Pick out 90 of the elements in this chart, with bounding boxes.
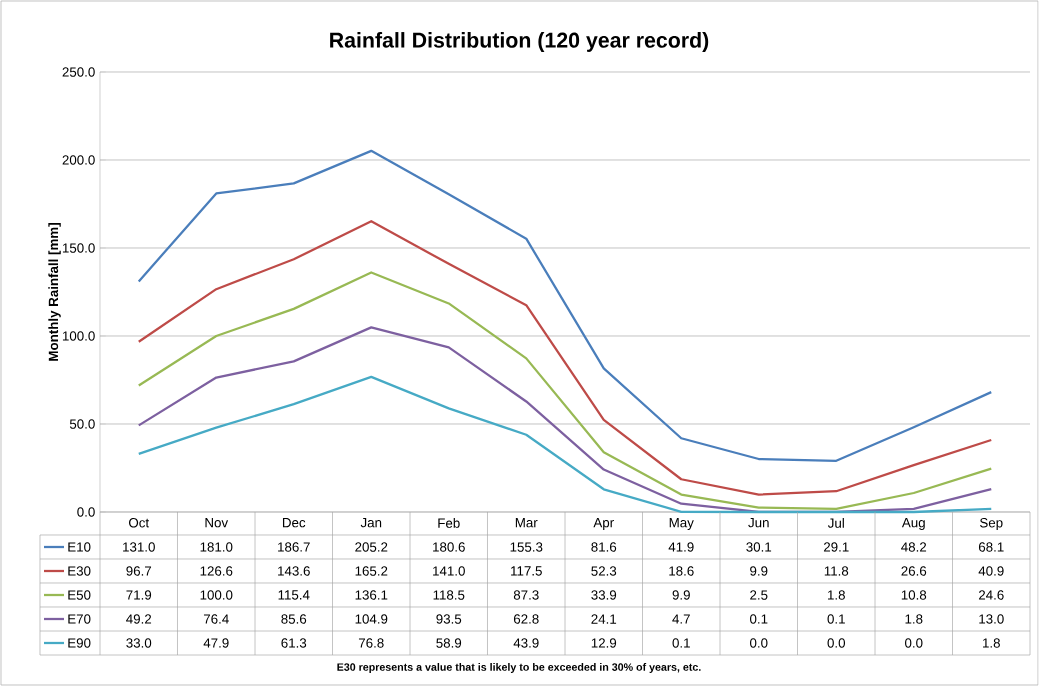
data-label: 61.3 — [281, 638, 307, 648]
data-label: 26.6 — [901, 566, 927, 576]
data-label: 96.7 — [126, 566, 152, 576]
data-label: 0.0 — [827, 638, 846, 648]
data-label: 43.9 — [513, 638, 539, 648]
data-label: 85.6 — [281, 614, 307, 624]
x-tick-label: Mar — [515, 518, 538, 528]
data-label: 30.1 — [746, 542, 772, 552]
y-tick-label: 200.0 — [62, 155, 95, 165]
data-label: 9.9 — [750, 566, 768, 576]
line-series — [137, 149, 993, 462]
data-label: 93.5 — [436, 614, 462, 624]
line-series — [137, 271, 993, 510]
data-label: 87.3 — [513, 590, 539, 600]
data-label: 29.1 — [823, 542, 849, 552]
x-tick-label: Dec — [282, 518, 306, 528]
y-tick-label: 100.0 — [62, 331, 95, 341]
data-label: 0.0 — [905, 638, 923, 648]
data-label: 0.1 — [750, 614, 768, 624]
x-tick-label: Feb — [438, 518, 460, 528]
x-tick-label: Jan — [360, 518, 382, 528]
line-series — [137, 220, 993, 496]
data-label: 0.1 — [672, 638, 690, 648]
x-tick-label: Nov — [205, 518, 229, 528]
data-label: 143.6 — [278, 566, 310, 576]
data-label: 13.0 — [979, 614, 1004, 624]
data-label: 4.7 — [672, 614, 690, 624]
data-label: 76.8 — [358, 638, 384, 648]
data-label: 104.9 — [355, 614, 388, 624]
data-label: 118.5 — [433, 590, 465, 600]
line-series — [137, 326, 993, 513]
legend-label: E10 — [68, 542, 91, 552]
data-label: 117.5 — [511, 566, 542, 576]
data-label: 81.6 — [591, 542, 617, 552]
data-label: 11.8 — [824, 566, 849, 576]
legend-label: E30 — [68, 566, 91, 576]
data-label: 9.9 — [672, 590, 690, 600]
data-label: 1.8 — [983, 638, 1000, 648]
data-label: 181.0 — [200, 542, 233, 552]
x-tick-label: Jun — [748, 518, 769, 528]
chart-title: Rainfall Distribution (120 year record) — [330, 32, 709, 52]
x-tick-label: Aug — [901, 518, 925, 530]
data-label: 0.1 — [827, 614, 845, 624]
x-tick-label: Jul — [827, 518, 844, 528]
x-tick-label: Oct — [129, 518, 150, 528]
data-label: 68.1 — [978, 542, 1004, 552]
x-tick-label: Sep — [980, 518, 1003, 531]
legend-label: E70 — [68, 614, 91, 624]
data-label: 1.8 — [828, 590, 845, 600]
data-label: 52.3 — [591, 566, 617, 576]
data-label: 71.9 — [126, 590, 152, 600]
data-label: 126.6 — [200, 566, 233, 576]
data-label: 115.4 — [278, 590, 310, 600]
data-label: 41.9 — [668, 542, 694, 552]
data-label: 205.2 — [355, 542, 388, 552]
data-label: 141.0 — [433, 566, 465, 576]
data-label: 155.3 — [510, 542, 543, 552]
data-label: 33.9 — [591, 590, 617, 600]
data-label: 40.9 — [978, 566, 1004, 576]
data-label: 131.0 — [123, 542, 155, 552]
data-label: 49.2 — [126, 614, 152, 624]
data-label: 47.9 — [203, 638, 229, 648]
x-tick-label: May — [669, 518, 694, 530]
legend-label: E50 — [68, 590, 91, 600]
data-label: 76.4 — [203, 614, 229, 624]
y-axis-title: Monthly Rainfall [mm] — [48, 223, 61, 361]
data-label: 165.2 — [355, 566, 388, 576]
data-label: 2.5 — [750, 590, 768, 600]
y-tick-label: 150.0 — [62, 243, 95, 253]
y-tick-label: 0.0 — [77, 507, 95, 517]
x-tick-label: Apr — [593, 518, 614, 530]
text: E30 represents a value that is likely to be exceeded in 30% of years, etc. — [337, 663, 701, 673]
legend-label: E90 — [68, 638, 91, 648]
data-label: 18.6 — [669, 566, 694, 576]
data-label: 180.6 — [433, 542, 465, 552]
data-label: 12.9 — [591, 638, 617, 648]
data-label: 48.2 — [901, 542, 927, 552]
y-tick-label: 50.0 — [69, 419, 95, 429]
data-label: 100.0 — [200, 590, 233, 600]
data-label: 24.6 — [978, 590, 1004, 600]
data-label: 33.0 — [126, 638, 152, 648]
data-label: 1.8 — [905, 614, 923, 624]
data-label: 24.1 — [591, 614, 617, 624]
data-label: 62.8 — [513, 614, 539, 624]
y-tick-label: 250.0 — [62, 67, 95, 77]
data-label: 58.9 — [436, 638, 462, 648]
data-label: 10.8 — [901, 590, 927, 600]
data-label: 0.0 — [750, 638, 768, 648]
data-label: 136.1 — [355, 590, 388, 600]
data-label: 186.7 — [278, 542, 310, 552]
